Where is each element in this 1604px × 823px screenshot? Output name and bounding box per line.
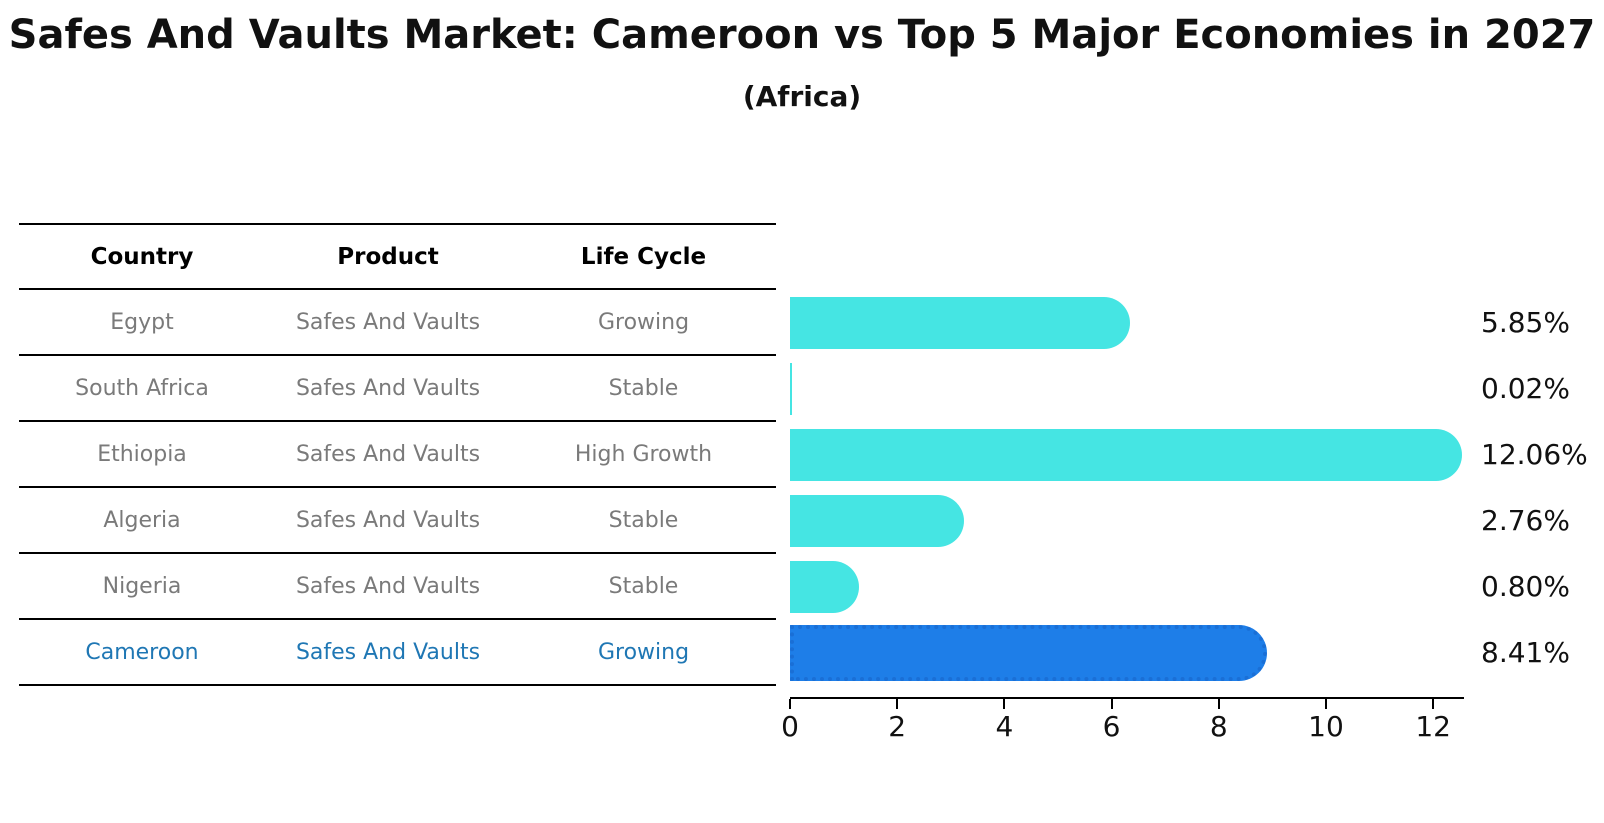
- column-header-lifecycle: Life Cycle: [580, 243, 707, 270]
- table-row-algeria: Algeria Safes And Vaults Stable: [19, 488, 776, 554]
- table-row-nigeria: Nigeria Safes And Vaults Stable: [19, 554, 776, 620]
- cell-life-cycle: Growing: [597, 309, 690, 335]
- cell-product: Safes And Vaults: [295, 573, 481, 599]
- x-tick-mark-12: [1432, 699, 1435, 709]
- x-tick-mark-0: [789, 699, 791, 709]
- x-tick-label-8: 8: [1209, 710, 1228, 743]
- cell-country: Ethiopia: [97, 441, 187, 467]
- bar-plot-area: 0 2 4 6 8 10 12: [781, 290, 1480, 760]
- table-row-south-africa: South Africa Safes And Vaults Stable: [19, 356, 776, 422]
- x-tick-label-10: 10: [1308, 710, 1344, 743]
- bar-value-label-ethiopia: 12.06%: [1481, 438, 1588, 471]
- chart-subtitle: (Africa): [742, 80, 862, 113]
- cell-country: Cameroon: [85, 639, 199, 665]
- column-header-country: Country: [90, 243, 194, 270]
- bar-value-label-cameroon: 8.41%: [1481, 636, 1570, 669]
- cell-product: Safes And Vaults: [295, 441, 481, 467]
- x-tick-mark-2: [896, 699, 899, 709]
- cell-country: South Africa: [75, 375, 209, 401]
- bar-value-label-nigeria: 0.80%: [1481, 570, 1570, 603]
- bar-value-label-egypt: 5.85%: [1481, 306, 1570, 339]
- x-tick-label-6: 6: [1102, 710, 1121, 743]
- bar-egypt: [790, 297, 1130, 349]
- cell-country: Nigeria: [102, 573, 182, 599]
- bar-value-label-south-africa: 0.02%: [1481, 372, 1570, 405]
- table-header-row: Country Product Life Cycle: [19, 223, 776, 290]
- table-row-egypt: Egypt Safes And Vaults Growing: [19, 290, 776, 356]
- cell-life-cycle: Stable: [608, 507, 679, 533]
- cell-country: Egypt: [110, 309, 174, 335]
- table-body: Egypt Safes And Vaults Growing South Africa…: [19, 290, 776, 686]
- cell-product: Safes And Vaults: [295, 507, 481, 533]
- bar-nigeria: [790, 561, 859, 613]
- bar-cameroon: [790, 625, 1267, 681]
- bar-south-africa: [790, 363, 792, 415]
- x-tick-label-2: 2: [888, 710, 907, 743]
- x-tick-mark-4: [1003, 699, 1006, 709]
- table-row-ethiopia: Ethiopia Safes And Vaults High Growth: [19, 422, 776, 488]
- cell-life-cycle: Growing: [597, 639, 690, 665]
- x-tick-mark-6: [1110, 699, 1113, 709]
- cell-product: Safes And Vaults: [295, 639, 481, 665]
- x-tick-mark-8: [1217, 699, 1220, 709]
- table-row-cameroon: Cameroon Safes And Vaults Growing: [19, 620, 776, 686]
- cell-life-cycle: High Growth: [574, 441, 713, 467]
- x-axis-line: [790, 697, 1464, 699]
- bar-algeria: [790, 495, 964, 547]
- cell-country: Algeria: [103, 507, 181, 533]
- x-tick-mark-10: [1325, 699, 1327, 709]
- cell-life-cycle: Stable: [608, 573, 679, 599]
- x-tick-label-4: 4: [995, 710, 1014, 743]
- bar-value-label-algeria: 2.76%: [1481, 504, 1570, 537]
- column-header-product: Product: [337, 243, 439, 270]
- bar-ethiopia: [790, 429, 1462, 481]
- country-table: Country Product Life Cycle Egypt Safes An…: [19, 223, 776, 686]
- cell-life-cycle: Stable: [608, 375, 679, 401]
- chart-title: Safes And Vaults Market: Cameroon vs Top…: [8, 12, 1596, 58]
- cell-product: Safes And Vaults: [295, 309, 481, 335]
- cell-product: Safes And Vaults: [295, 375, 481, 401]
- x-tick-label-0: 0: [781, 710, 799, 743]
- x-tick-label-12: 12: [1415, 710, 1451, 743]
